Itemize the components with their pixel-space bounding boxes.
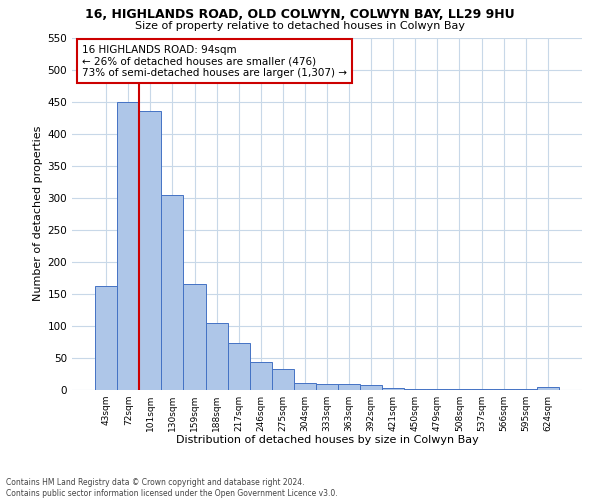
Y-axis label: Number of detached properties: Number of detached properties — [33, 126, 43, 302]
Bar — [404, 388, 427, 390]
Bar — [294, 383, 316, 390]
Bar — [338, 384, 360, 390]
X-axis label: Distribution of detached houses by size in Colwyn Bay: Distribution of detached houses by size … — [176, 436, 478, 446]
Text: 16, HIGHLANDS ROAD, OLD COLWYN, COLWYN BAY, LL29 9HU: 16, HIGHLANDS ROAD, OLD COLWYN, COLWYN B… — [85, 8, 515, 20]
Bar — [117, 102, 139, 390]
Bar — [316, 384, 338, 390]
Bar — [206, 322, 227, 390]
Bar — [184, 284, 206, 390]
Bar — [161, 194, 184, 390]
Bar — [382, 388, 404, 390]
Text: 16 HIGHLANDS ROAD: 94sqm
← 26% of detached houses are smaller (476)
73% of semi-: 16 HIGHLANDS ROAD: 94sqm ← 26% of detach… — [82, 44, 347, 78]
Bar — [427, 388, 448, 390]
Bar — [95, 286, 117, 390]
Text: Contains HM Land Registry data © Crown copyright and database right 2024.
Contai: Contains HM Land Registry data © Crown c… — [6, 478, 338, 498]
Bar — [139, 111, 161, 390]
Bar — [537, 387, 559, 390]
Bar — [227, 343, 250, 390]
Bar — [272, 369, 294, 390]
Bar — [360, 385, 382, 390]
Bar — [250, 362, 272, 390]
Text: Size of property relative to detached houses in Colwyn Bay: Size of property relative to detached ho… — [135, 21, 465, 31]
